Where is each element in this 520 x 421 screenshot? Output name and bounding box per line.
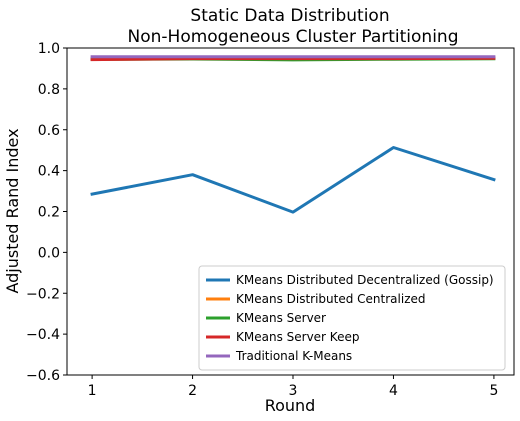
series-line-1 <box>90 146 496 214</box>
y-tick-label: −0.6 <box>26 368 60 384</box>
y-tick-label: 0.2 <box>38 205 60 221</box>
legend-label: KMeans Server <box>236 311 326 325</box>
y-tick-label: 0.8 <box>38 82 60 98</box>
x-axis-label: Round <box>265 396 316 415</box>
y-tick-label: −0.4 <box>26 327 60 343</box>
y-tick-label: 1.0 <box>38 41 60 57</box>
y-axis-label: Adjusted Rand Index <box>3 128 22 293</box>
legend-label: KMeans Distributed Centralized <box>236 292 426 306</box>
series-line-4 <box>90 56 496 62</box>
x-tick-label: 5 <box>489 383 498 399</box>
y-tick-label: 0.6 <box>38 123 60 139</box>
x-axis: 1 2 3 4 5 <box>88 375 498 399</box>
chart-title-line-1: Static Data Distribution <box>190 6 389 26</box>
legend-box <box>198 265 506 371</box>
x-tick-label: 4 <box>389 383 398 399</box>
legend: KMeans Distributed Decentralized (Gossip… <box>198 265 506 371</box>
legend-label: KMeans Server Keep <box>236 330 359 344</box>
x-tick-label: 3 <box>289 383 298 399</box>
y-axis: −0.6 −0.4 −0.2 0.0 0.2 0.4 0.6 0.8 1.0 <box>26 41 67 384</box>
y-tick-label: −0.2 <box>26 286 60 302</box>
chart-title-line-2: Non-Homogeneous Cluster Partitioning <box>128 27 459 47</box>
y-tick-label: 0.4 <box>38 164 60 180</box>
x-tick-label: 1 <box>88 383 97 399</box>
plot-area <box>90 55 496 214</box>
legend-label: KMeans Distributed Decentralized (Gossip… <box>236 273 494 287</box>
y-tick-label: 0.0 <box>38 245 60 261</box>
x-tick-label: 2 <box>188 383 197 399</box>
legend-label: Traditional K-Means <box>235 349 352 363</box>
